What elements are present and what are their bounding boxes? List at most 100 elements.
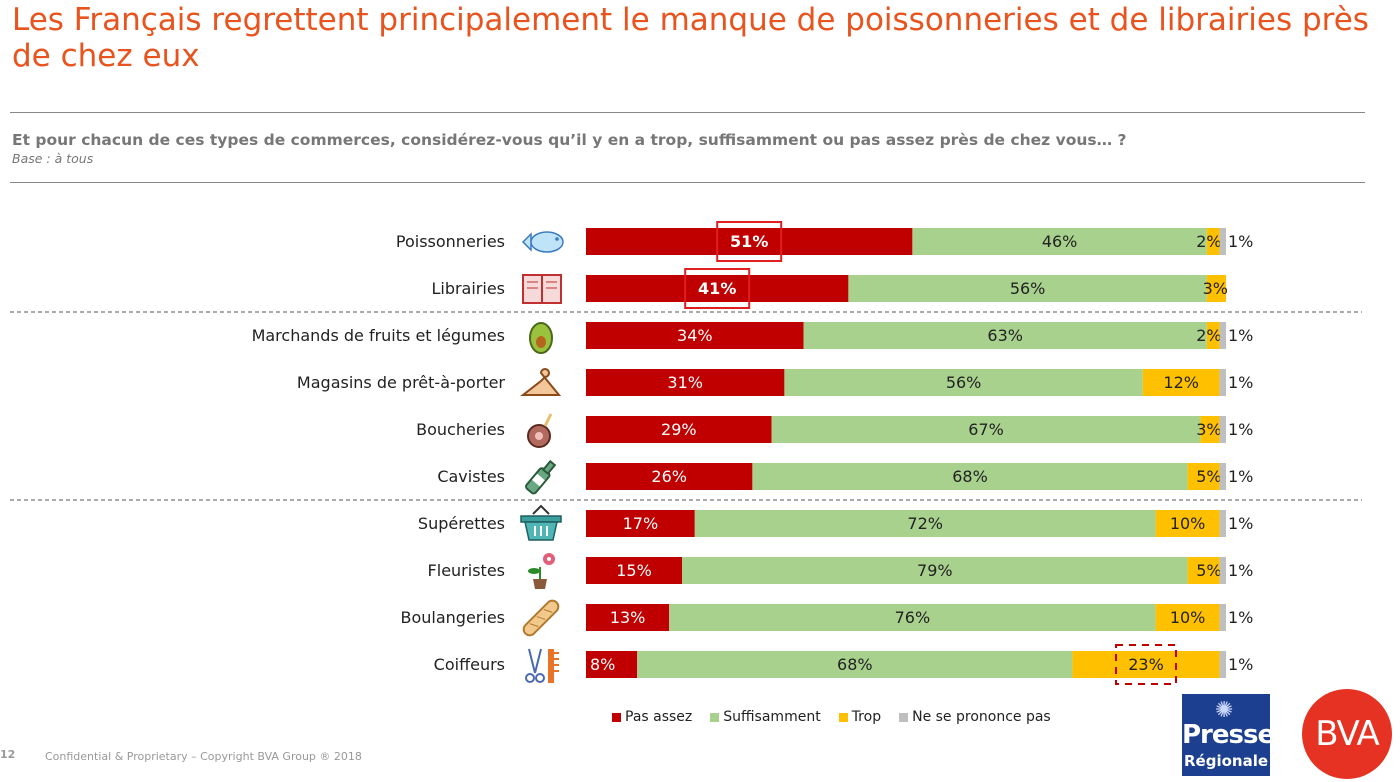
bar-segment bbox=[803, 322, 1207, 349]
data-label: 5% bbox=[1196, 467, 1221, 486]
highlight-box bbox=[684, 268, 751, 309]
bar-segment bbox=[586, 557, 682, 584]
data-label: 56% bbox=[946, 373, 982, 392]
bar-segment bbox=[848, 275, 1207, 302]
basket-icon bbox=[517, 504, 567, 544]
bar-segment bbox=[1142, 369, 1220, 396]
data-label: 8% bbox=[590, 655, 615, 674]
data-label: 13% bbox=[610, 608, 646, 627]
bar-segment bbox=[752, 463, 1188, 490]
data-label: 29% bbox=[661, 420, 697, 439]
data-label: 63% bbox=[987, 326, 1023, 345]
category-label: Marchands de fruits et légumes bbox=[251, 325, 505, 345]
bar-segment bbox=[1219, 369, 1226, 396]
flower-pot-icon bbox=[517, 551, 567, 591]
legend-item-nsp: Ne se prononce pas bbox=[899, 709, 1051, 725]
bar-segment bbox=[1200, 416, 1220, 443]
bar-segment bbox=[1206, 228, 1220, 255]
data-label: 1% bbox=[1228, 655, 1253, 674]
legend-item-suffisamment: Suffisamment bbox=[710, 709, 821, 725]
bar-segment bbox=[1219, 604, 1226, 631]
data-label: 1% bbox=[1228, 326, 1253, 345]
data-label: 10% bbox=[1170, 514, 1206, 533]
bar-segment bbox=[1219, 416, 1226, 443]
header-divider bbox=[10, 182, 1365, 183]
data-label: 51% bbox=[730, 232, 768, 251]
bar-segment bbox=[1219, 322, 1226, 349]
page-title: Les Français regrettent principalement l… bbox=[12, 2, 1369, 74]
bar-segment bbox=[586, 416, 772, 443]
category-label: Poissonneries bbox=[395, 231, 505, 251]
data-label: 46% bbox=[1042, 232, 1078, 251]
bar-segment bbox=[784, 369, 1143, 396]
data-label: 2% bbox=[1196, 326, 1221, 345]
hanger-icon bbox=[517, 363, 567, 403]
book-icon bbox=[517, 269, 567, 309]
data-label: 34% bbox=[677, 326, 713, 345]
bar-segment bbox=[1219, 557, 1226, 584]
scissors-comb-icon bbox=[517, 645, 567, 685]
category-label: Boulangeries bbox=[400, 607, 506, 627]
bar-segment bbox=[682, 557, 1188, 584]
legend-item-pas-assez: Pas assez bbox=[612, 709, 692, 725]
fish-icon bbox=[517, 222, 567, 262]
data-label: 79% bbox=[917, 561, 953, 580]
bar-segment bbox=[586, 604, 670, 631]
category-label: Coiffeurs bbox=[433, 654, 505, 674]
data-label: 41% bbox=[698, 279, 736, 298]
data-label: 1% bbox=[1228, 467, 1253, 486]
data-label: 67% bbox=[968, 420, 1004, 439]
bar-segment bbox=[586, 275, 849, 302]
bar-segment bbox=[669, 604, 1156, 631]
bar-segment bbox=[586, 651, 638, 678]
data-label: 56% bbox=[1010, 279, 1046, 298]
data-label: 1% bbox=[1228, 514, 1253, 533]
bar-segment bbox=[1219, 651, 1226, 678]
data-label: 23% bbox=[1128, 655, 1164, 674]
data-label: 26% bbox=[651, 467, 687, 486]
highlight-box bbox=[716, 221, 783, 262]
data-label: 10% bbox=[1170, 608, 1206, 627]
bar-segment bbox=[1206, 275, 1226, 302]
top-divider bbox=[10, 112, 1365, 113]
bar-segment bbox=[1219, 228, 1226, 255]
data-label: 1% bbox=[1228, 561, 1253, 580]
data-label: 1% bbox=[1228, 373, 1253, 392]
data-label: 2% bbox=[1196, 232, 1221, 251]
data-label: 68% bbox=[837, 655, 873, 674]
wine-bottle-icon bbox=[517, 457, 567, 497]
category-label: Cavistes bbox=[437, 466, 505, 486]
data-label: 1% bbox=[1228, 232, 1253, 251]
bar-segment bbox=[586, 510, 695, 537]
bar-segment bbox=[637, 651, 1073, 678]
bar-segment bbox=[1072, 651, 1220, 678]
bar-segment bbox=[586, 322, 804, 349]
data-label: 12% bbox=[1163, 373, 1199, 392]
bar-segment bbox=[694, 510, 1156, 537]
data-label: 76% bbox=[895, 608, 931, 627]
data-label: 15% bbox=[616, 561, 652, 580]
avocado-icon bbox=[517, 316, 567, 356]
bar-segment bbox=[1155, 604, 1220, 631]
bar-segment bbox=[771, 416, 1201, 443]
category-label: Librairies bbox=[431, 278, 505, 298]
presse-emblem-icon: ✺ bbox=[1215, 698, 1234, 723]
page-number: 12 bbox=[0, 748, 16, 761]
bar-segment bbox=[1219, 463, 1226, 490]
data-label: 72% bbox=[907, 514, 943, 533]
data-label: 17% bbox=[623, 514, 659, 533]
category-label: Fleuristes bbox=[427, 560, 505, 580]
bar-segment bbox=[586, 463, 753, 490]
bar-segment bbox=[1219, 510, 1226, 537]
category-label: Boucheries bbox=[416, 419, 505, 439]
copyright-footer: Confidential & Proprietary – Copyright B… bbox=[45, 750, 362, 763]
chart-legend: Pas assez Suffisamment Trop Ne se pronon… bbox=[612, 709, 1051, 725]
bar-segment bbox=[1187, 557, 1220, 584]
bar-segment bbox=[586, 369, 785, 396]
meat-icon bbox=[517, 410, 567, 450]
bva-logo: BVA bbox=[1302, 689, 1392, 779]
survey-question: Et pour chacun de ces types de commerces… bbox=[12, 131, 1127, 149]
data-label: 31% bbox=[667, 373, 703, 392]
data-label: 1% bbox=[1228, 420, 1253, 439]
